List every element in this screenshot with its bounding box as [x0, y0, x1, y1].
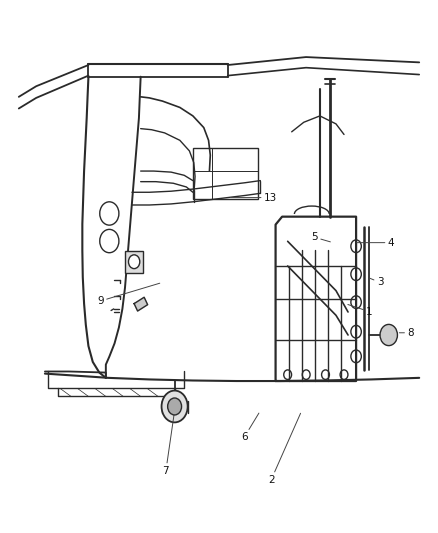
Text: 4: 4: [357, 238, 394, 248]
Bar: [193, 148, 258, 199]
Text: 5: 5: [311, 232, 330, 243]
Bar: [125, 251, 143, 273]
Circle shape: [162, 391, 187, 422]
Text: 3: 3: [370, 277, 383, 287]
Text: 8: 8: [399, 328, 414, 338]
Text: 9: 9: [97, 283, 160, 306]
Text: 1: 1: [348, 304, 372, 317]
Circle shape: [128, 255, 140, 269]
Circle shape: [168, 398, 182, 415]
Text: 13: 13: [230, 192, 277, 203]
Text: 6: 6: [241, 413, 259, 442]
Circle shape: [380, 325, 397, 345]
Text: 7: 7: [162, 414, 174, 475]
Polygon shape: [134, 297, 148, 311]
Text: 2: 2: [268, 413, 300, 484]
